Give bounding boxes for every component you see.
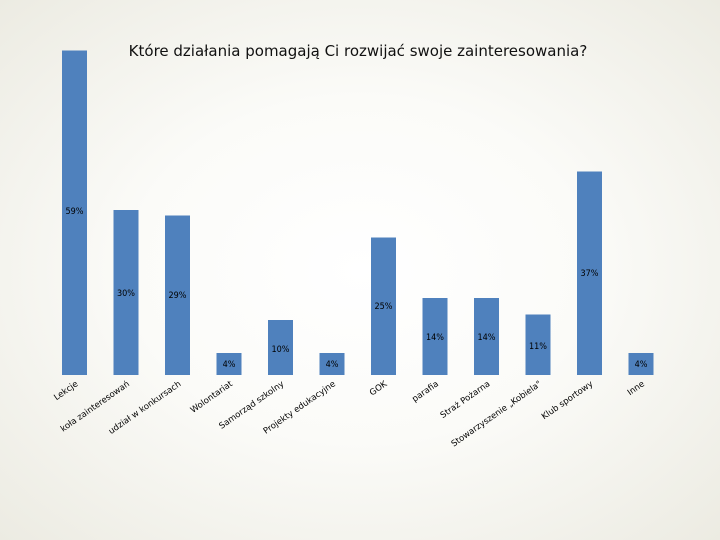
value-label-lekcje: 59% bbox=[66, 207, 84, 217]
bar-udzia-w-konkursach bbox=[165, 215, 190, 375]
value-label-inne: 4% bbox=[635, 360, 648, 370]
value-label-wolontariat: 4% bbox=[223, 360, 236, 370]
bar-parafia bbox=[422, 298, 448, 375]
value-label-projekty-edukacyjne: 4% bbox=[326, 360, 339, 370]
bar-klub-sportowy bbox=[577, 171, 602, 375]
value-label-klub-sportowy: 37% bbox=[581, 269, 599, 279]
value-label-gok: 25% bbox=[375, 302, 393, 312]
bar-straz-pozarna bbox=[474, 298, 499, 375]
value-label-straz-pozarna: 14% bbox=[478, 333, 496, 343]
value-label-stowarzyszenie-kobiela: 11% bbox=[529, 342, 547, 352]
bar-wolontariat bbox=[216, 353, 242, 375]
bar-samorzad-szkolny bbox=[268, 320, 293, 375]
bar-gok bbox=[371, 237, 396, 375]
value-label-parafia: 14% bbox=[426, 333, 444, 343]
category-label-stowarzyszenie-kobiela: Stowarzyszenie „Kobiela" bbox=[450, 379, 544, 449]
value-label-ko-a-zainteresowan: 30% bbox=[117, 289, 135, 299]
category-label-klub-sportowy: Klub sportowy bbox=[540, 379, 595, 422]
bars-layer bbox=[62, 50, 654, 375]
chart-title: Które działania pomagają Ci rozwijać swo… bbox=[129, 42, 588, 60]
bar-ko-a-zainteresowan bbox=[113, 210, 139, 375]
category-label-inne: Inne bbox=[626, 379, 647, 398]
category-label-wolontariat: Wolontariat bbox=[189, 379, 235, 416]
category-label-lekcje: Lekcje bbox=[52, 379, 80, 403]
category-label-straz-pozarna: Straż Pożarna bbox=[439, 379, 492, 421]
bar-inne bbox=[628, 353, 654, 375]
value-labels-layer: 59% 30% 29% 4% 10% 4% 25% 14% 14% 11% 37% 4% bbox=[66, 207, 648, 370]
bar-lekcje bbox=[62, 50, 87, 375]
category-label-parafia: parafia bbox=[411, 379, 441, 404]
bar-projekty-edukacyjne bbox=[319, 353, 345, 375]
category-label-gok: GOK bbox=[368, 379, 390, 398]
bar-stowarzyszenie-kobiela bbox=[525, 314, 551, 375]
value-label-udzia-w-konkursach: 29% bbox=[169, 291, 187, 301]
value-label-samorzad-szkolny: 10% bbox=[272, 345, 290, 355]
